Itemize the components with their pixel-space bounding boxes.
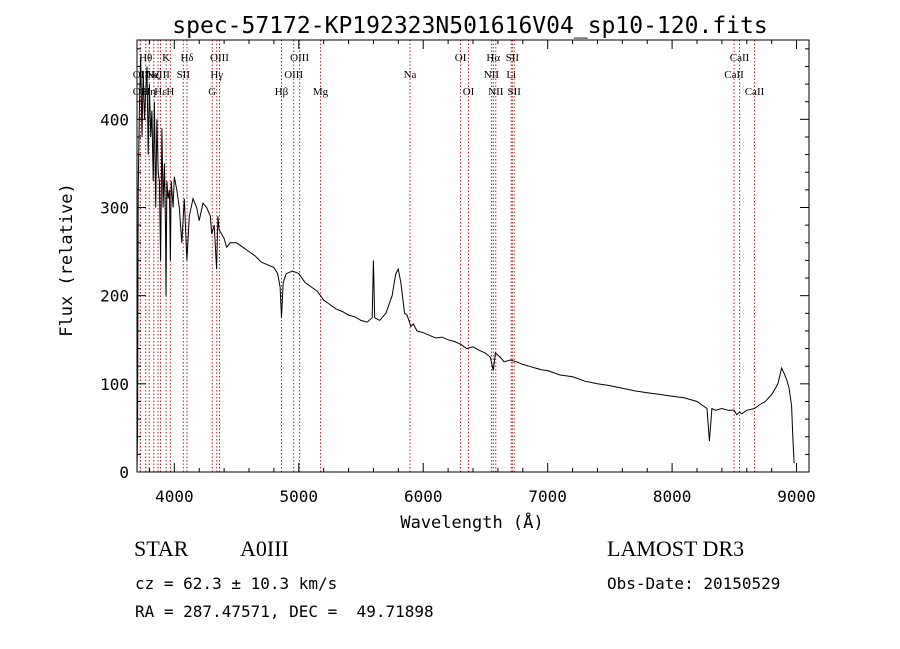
x-tick-label: 6000 — [404, 487, 443, 506]
line-label: NeIII — [146, 69, 170, 81]
plot-frame — [136, 39, 810, 473]
line-label: Hζ — [148, 69, 161, 81]
y-tick-label: 0 — [119, 463, 129, 482]
spectrum-series-line — [136, 57, 795, 473]
x-tick-label: 8000 — [653, 487, 692, 506]
y-axis-ticks: 0 100 200 300 400 — [100, 48, 809, 482]
observation-date: Obs-Date: 20150529 — [607, 574, 781, 593]
line-label: H — [166, 86, 174, 98]
line-labels: OIIOIIHθHηHζNeIIIHεKHSIIHδGHγOIIIHβOIIIO… — [133, 52, 765, 98]
y-tick-label: 300 — [100, 199, 129, 218]
survey-name: LAMOST DR3 — [607, 536, 745, 561]
object-type: STAR — [134, 536, 189, 561]
line-label: OI — [455, 52, 467, 64]
x-axis-ticks: 4000 5000 6000 7000 8000 9000 — [148, 40, 816, 506]
line-label: OIII — [284, 69, 303, 81]
y-tick-label: 200 — [100, 287, 129, 306]
line-label: CaII — [745, 86, 765, 98]
line-label: Hδ — [180, 52, 193, 64]
redshift-cz: cz = 62.3 ± 10.3 km/s — [135, 574, 338, 593]
y-axis-label: Flux (relative) — [57, 183, 77, 337]
line-label: Li — [506, 69, 516, 81]
line-label: NII — [484, 69, 500, 81]
line-label: NII — [488, 86, 504, 98]
line-label: SII — [177, 69, 191, 81]
spectral-class: A0III — [240, 536, 289, 561]
x-tick-label: 7000 — [528, 487, 567, 506]
line-label: OIII — [210, 52, 229, 64]
x-tick-label: 4000 — [155, 487, 194, 506]
y-tick-label: 100 — [100, 375, 129, 394]
line-markers — [139, 40, 755, 472]
x-tick-label: 5000 — [280, 487, 319, 506]
line-label: G — [208, 86, 216, 98]
line-label: Hγ — [210, 69, 223, 81]
line-label: OI — [463, 86, 475, 98]
ra-dec-coordinates: RA = 287.47571, DEC = 49.71898 — [135, 602, 434, 621]
line-label: Hβ — [275, 86, 289, 98]
line-label: Hα — [486, 52, 500, 64]
x-axis-label: Wavelength (Å) — [400, 511, 543, 533]
line-label: CaII — [724, 69, 744, 81]
line-label: Hθ — [139, 52, 152, 64]
chart-title: spec-57172-KP192323N501616V04_sp10-120.f… — [172, 13, 767, 39]
line-label: Mg — [313, 86, 329, 98]
line-label: OIII — [290, 52, 309, 64]
line-label: Hε — [154, 86, 167, 98]
line-label: SII — [506, 52, 520, 64]
line-label: Na — [404, 69, 417, 81]
y-tick-label: 400 — [100, 110, 129, 129]
line-label: SII — [507, 86, 521, 98]
line-label: CaII — [730, 52, 750, 64]
line-label: K — [162, 52, 170, 64]
x-tick-label: 9000 — [777, 487, 816, 506]
